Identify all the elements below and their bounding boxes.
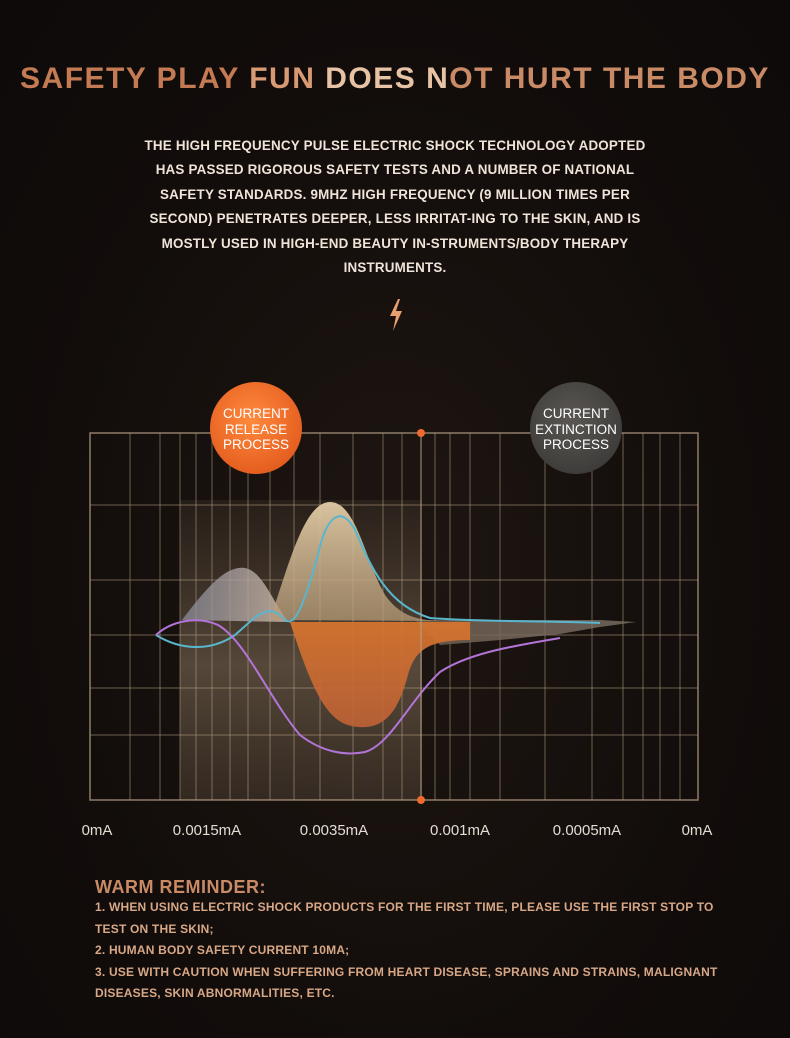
lightning-bolt-icon: [390, 299, 402, 331]
chart-frame: [89, 432, 699, 801]
warm-reminder-list: 1. WHEN USING ELECTRIC SHOCK PRODUCTS FO…: [95, 897, 735, 1005]
title-part-4: N: [426, 62, 450, 95]
extinction-badge-label: CURRENT EXTINCTION PROCESS: [531, 406, 621, 453]
x-label-6: 0mA: [681, 822, 713, 839]
waveform-peak: [270, 502, 440, 621]
current-extinction-badge: [530, 382, 622, 474]
x-label-1: 0mA: [81, 822, 113, 839]
divider-top-dot: [417, 429, 425, 437]
waveform-purple-line: [155, 619, 561, 755]
title-part-2: FUN: [249, 62, 326, 95]
extinction-badge-line-2: EXTINCTION: [535, 421, 617, 437]
title-part-5: OT HURT THE BODY: [449, 62, 770, 95]
extinction-badge-line-1: CURRENT: [543, 406, 609, 421]
waveform-small-hump: [182, 567, 288, 622]
waveform-cyan-line: [155, 515, 601, 648]
x-label-4: 0.001mA: [429, 822, 491, 839]
current-release-badge: [210, 382, 302, 474]
waveform-chart: [89, 382, 699, 804]
x-label-5: 0.0005mA: [552, 822, 622, 839]
intro-paragraph: THE HIGH FREQUENCY PULSE ELECTRIC SHOCK …: [144, 138, 646, 276]
reminder-item-1: 1. WHEN USING ELECTRIC SHOCK PRODUCTS FO…: [95, 900, 714, 936]
reminder-item-3: 3. USE WITH CAUTION WHEN SUFFERING FROM …: [95, 964, 718, 1001]
release-badge-line-1: CURRENT: [223, 406, 289, 421]
extinction-badge-line-3: PROCESS: [542, 437, 610, 452]
waveform-trough: [290, 622, 470, 728]
release-badge-line-3: PROCESS: [222, 437, 290, 452]
waveform-tail: [415, 620, 636, 645]
x-label-3: 0.0035mA: [299, 822, 369, 839]
x-label-2: 0.0015mA: [172, 822, 242, 839]
release-badge-label: CURRENT RELEASE PROCESS: [211, 406, 301, 453]
reminder-item-2: 2. HUMAN BODY SAFETY CURRENT 10MA;: [95, 943, 350, 957]
release-badge-line-2: RELEASE: [224, 421, 288, 437]
page-title: SAFETY PLAY FUN DOES NOT HURT THE BODY: [0, 62, 790, 96]
divider-bottom-dot: [417, 796, 425, 804]
title-part-1: SAFETY PLAY: [20, 62, 250, 95]
warm-reminder-title: WARM REMINDER:: [95, 877, 266, 897]
title-part-3: DOES: [325, 62, 427, 95]
